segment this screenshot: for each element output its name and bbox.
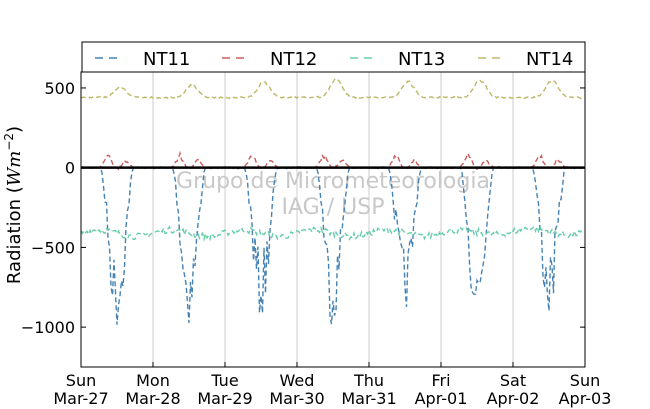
legend-label-nt11: NT11 — [143, 49, 190, 70]
x-axis: Sun Mar-27 Mon Mar-28 Tue Mar-29 Wed Mar-30 Thu M… — [53, 362, 611, 408]
legend-box — [81, 41, 586, 73]
legend-label-nt13: NT13 — [398, 49, 445, 70]
x-tick-label: Tue Mar-29 — [197, 371, 252, 408]
y-axis: 500 0 −500 −1000 — [21, 79, 585, 337]
y-tick-label: −1000 — [21, 318, 75, 337]
watermark-line-2: IAG / USP — [282, 195, 385, 220]
x-tick-label: Sun Mar-27 — [53, 371, 108, 408]
watermark: Grupo de Micrometeorologia IAG / USP — [176, 169, 490, 220]
y-axis-label: Radiation (Wm−2) — [2, 126, 25, 284]
watermark-line-1: Grupo de Micrometeorologia — [176, 169, 490, 194]
series-line-nt13 — [80, 224, 584, 242]
x-tick-label: Sat Apr-02 — [487, 371, 540, 408]
x-tick-label: Sun Apr-03 — [559, 371, 612, 408]
x-tick-label: Fri Apr-01 — [415, 371, 468, 408]
x-tick-label: Mon Mar-28 — [125, 371, 180, 408]
y-tick-label: 500 — [44, 79, 75, 98]
y-tick-label: −500 — [31, 238, 75, 257]
grid-lines — [152, 72, 514, 367]
legend-label-nt12: NT12 — [270, 49, 317, 70]
y-tick-label: 0 — [65, 159, 75, 178]
x-tick-label: Thu Mar-31 — [341, 371, 396, 408]
series-line-nt14 — [80, 77, 584, 100]
x-tick-label: Wed Mar-30 — [269, 371, 324, 408]
legend-label-nt14: NT14 — [526, 49, 573, 70]
legend: NT11 NT12 NT13 NT14 — [81, 41, 586, 73]
